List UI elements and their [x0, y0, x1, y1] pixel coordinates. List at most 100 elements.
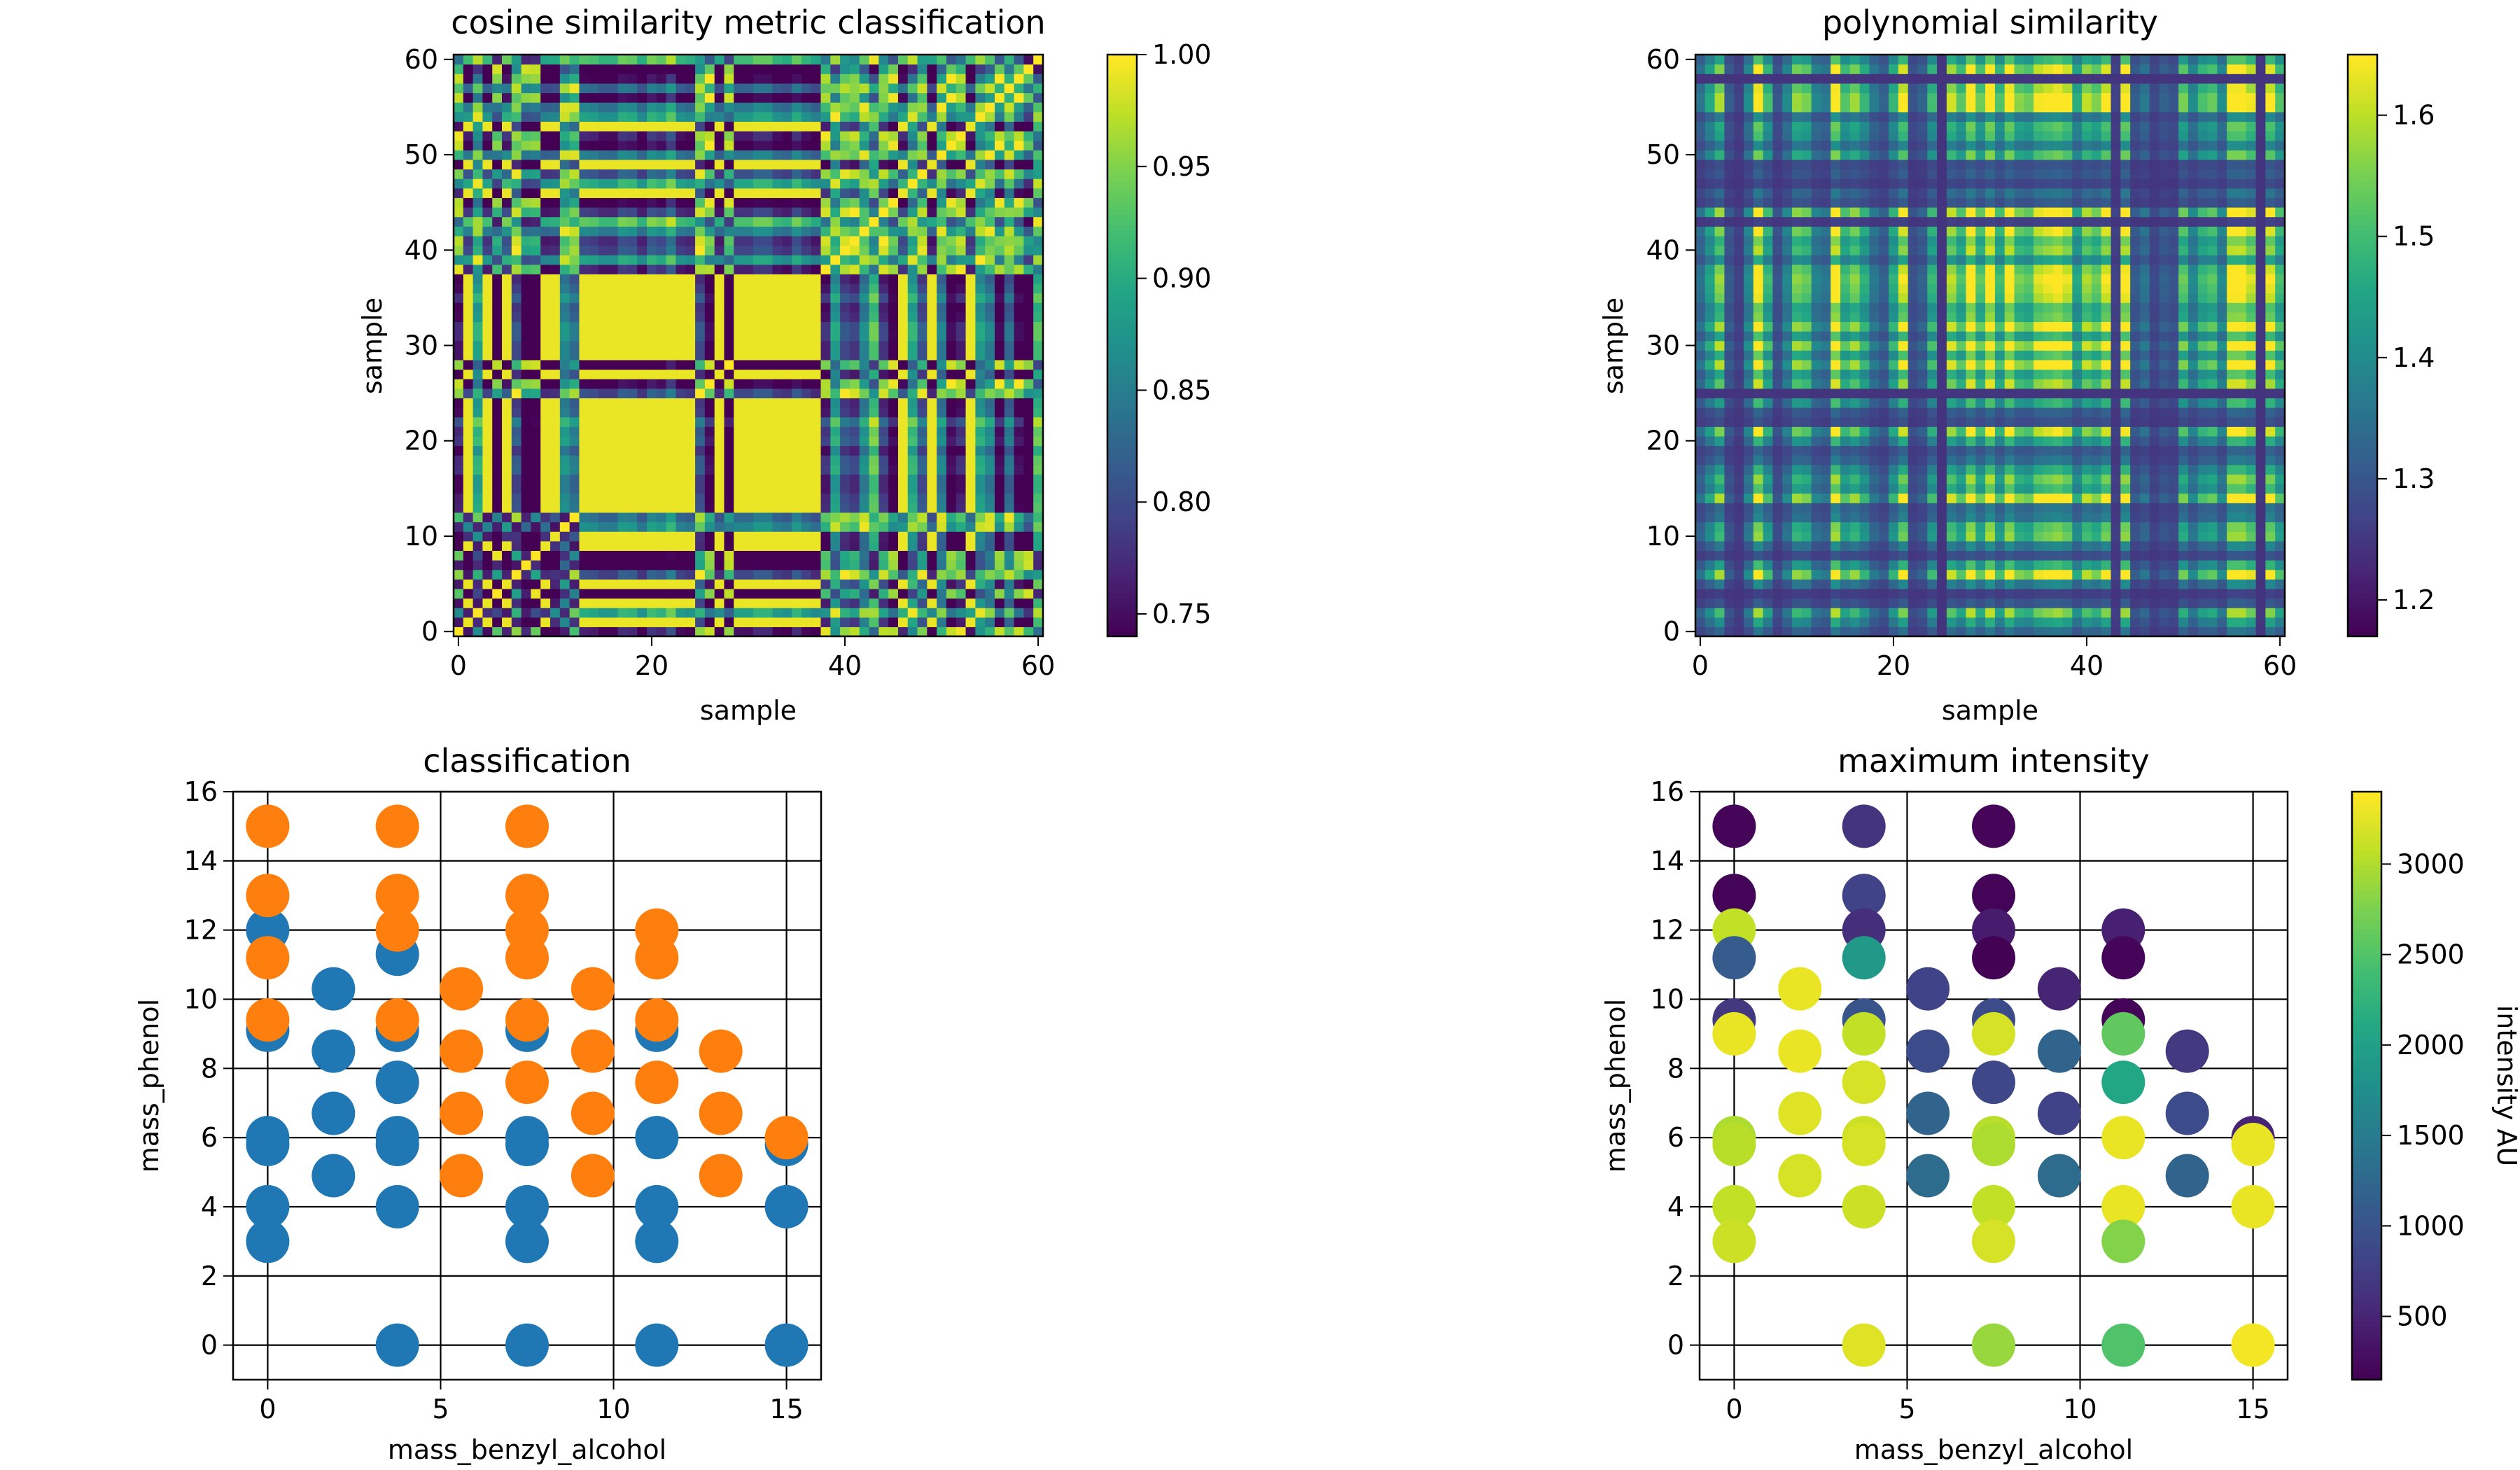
heatmap-cell — [752, 407, 764, 418]
heatmap-cell — [2217, 608, 2227, 618]
heatmap-cell — [2188, 598, 2199, 608]
heatmap-cell — [598, 484, 609, 494]
heatmap-cell — [511, 426, 522, 437]
heatmap-cell — [743, 121, 754, 132]
heatmap-cell — [637, 264, 648, 274]
heatmap-cell — [647, 579, 657, 589]
heatmap-cell — [521, 512, 532, 523]
heatmap-cell — [859, 455, 870, 465]
heatmap-cell — [482, 540, 493, 551]
heatmap-cell — [656, 321, 667, 332]
heatmap-cell — [492, 550, 503, 561]
heatmap-cell — [511, 617, 522, 627]
heatmap-cell — [714, 74, 725, 84]
heatmap-cell — [772, 274, 783, 284]
heatmap-cell — [666, 512, 677, 523]
colorbar-band — [1107, 524, 1137, 531]
heatmap-cell — [955, 111, 967, 122]
heatmap-cell — [840, 579, 850, 589]
heatmap-cell — [849, 264, 860, 274]
heatmap-cell — [762, 235, 774, 246]
heatmap-cell — [559, 379, 570, 389]
heatmap-cell — [521, 350, 532, 360]
heatmap-cell — [917, 140, 927, 150]
heatmap-cell — [598, 293, 609, 303]
heatmap-cell — [1879, 550, 1889, 561]
heatmap-cell — [559, 293, 570, 303]
heatmap-cell — [627, 426, 638, 437]
heatmap-cell — [994, 474, 1005, 484]
heatmap-cell — [1724, 464, 1735, 475]
heatmap-cell — [2207, 522, 2218, 532]
heatmap-cell — [511, 312, 522, 323]
heatmap-cell — [1801, 569, 1812, 580]
heatmap-cell — [869, 540, 879, 551]
heatmap-cell — [598, 474, 609, 484]
heatmap-cell — [985, 226, 995, 237]
heatmap-cell — [965, 121, 976, 132]
heatmap-cell — [540, 350, 551, 360]
heatmap-cell — [569, 312, 580, 323]
heatmap-cell — [492, 445, 503, 456]
heatmap-cell — [955, 540, 967, 551]
heatmap-cell — [511, 474, 522, 484]
heatmap-cell — [1023, 264, 1034, 274]
heatmap-cell — [1985, 464, 1996, 475]
heatmap-cell — [511, 569, 522, 580]
heatmap-cell — [579, 312, 589, 323]
heatmap-cell — [531, 255, 541, 265]
heatmap-cell — [627, 111, 638, 122]
heatmap-cell — [627, 455, 638, 465]
heatmap-cell — [965, 245, 976, 255]
heatmap-cell — [521, 540, 532, 551]
heatmap-cell — [2197, 626, 2208, 637]
heatmap-cell — [772, 512, 783, 523]
heatmap-cell — [840, 379, 850, 389]
heatmap-cell — [878, 92, 889, 103]
heatmap-cell — [965, 608, 976, 618]
heatmap-cell — [492, 312, 503, 323]
heatmap-cell — [878, 503, 889, 513]
heatmap-cell — [927, 197, 937, 208]
heatmap-cell — [2265, 540, 2276, 551]
heatmap-cell — [695, 484, 706, 494]
heatmap-cell — [869, 512, 879, 523]
heatmap-cell — [1966, 626, 1976, 637]
heatmap-cell — [2033, 579, 2044, 589]
heatmap-cell — [695, 274, 706, 284]
heatmap-cell — [1014, 560, 1024, 570]
heatmap-cell — [676, 617, 686, 627]
heatmap-cell — [888, 608, 899, 618]
heatmap-cell — [897, 264, 909, 274]
heatmap-cell — [955, 130, 967, 141]
heatmap-cell — [589, 245, 599, 255]
heatmap-cell — [830, 197, 841, 208]
heatmap-cell — [2275, 540, 2286, 551]
heatmap-cell — [772, 140, 783, 150]
heatmap-cell — [724, 197, 734, 208]
heatmap-cell — [685, 245, 696, 255]
heatmap-cell — [1811, 608, 1822, 618]
heatmap-cell — [647, 455, 657, 465]
heatmap-cell — [608, 264, 619, 274]
heatmap-cell — [511, 398, 522, 408]
heatmap-cell — [454, 484, 464, 494]
heatmap-cell — [917, 274, 927, 284]
heatmap-cell — [1753, 493, 1764, 503]
colorbar-band — [1107, 461, 1137, 468]
heatmap-cell — [1889, 550, 1899, 561]
heatmap-cell — [975, 340, 986, 351]
heatmap-cell — [937, 407, 947, 418]
heatmap-cell — [550, 560, 561, 570]
heatmap-cell — [559, 92, 570, 103]
colorbar-band — [1107, 93, 1137, 99]
heatmap-cell — [878, 445, 889, 456]
heatmap-cell — [1849, 608, 1861, 618]
heatmap-cell — [917, 531, 927, 542]
heatmap-cell — [1994, 493, 2005, 503]
heatmap-cell — [637, 569, 648, 580]
heatmap-cell — [937, 102, 947, 113]
heatmap-cell — [1004, 493, 1015, 503]
heatmap-cell — [666, 569, 677, 580]
heatmap-cell — [772, 617, 783, 627]
